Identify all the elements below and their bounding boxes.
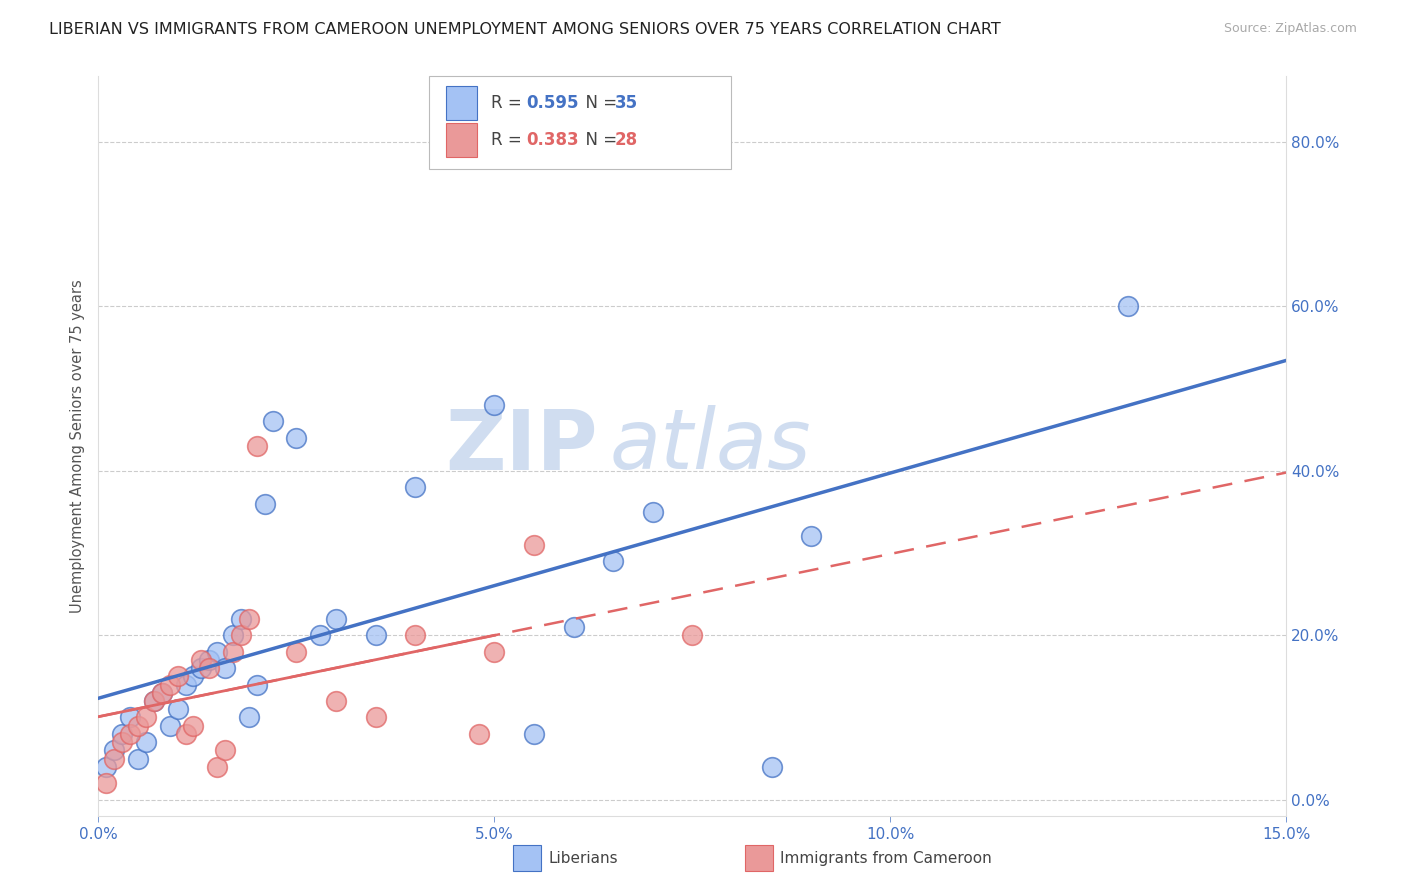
Text: N =: N =: [575, 131, 623, 149]
Point: [562, 620, 585, 634]
Point: [142, 694, 165, 708]
Text: 35: 35: [614, 94, 637, 112]
Point: [364, 710, 387, 724]
Point: [111, 735, 134, 749]
Point: [325, 612, 347, 626]
Point: [309, 628, 332, 642]
Point: [246, 439, 269, 453]
Point: [262, 414, 284, 428]
Point: [103, 751, 125, 765]
Point: [142, 694, 165, 708]
Point: [246, 677, 269, 691]
Y-axis label: Unemployment Among Seniors over 75 years: Unemployment Among Seniors over 75 years: [69, 279, 84, 613]
Point: [183, 669, 205, 683]
Point: [800, 529, 823, 543]
Point: [135, 710, 157, 724]
Text: R =: R =: [491, 94, 527, 112]
Point: [641, 505, 664, 519]
Point: [484, 645, 506, 659]
Point: [159, 677, 181, 691]
Point: [174, 727, 197, 741]
Point: [150, 686, 173, 700]
Text: 0.595: 0.595: [526, 94, 578, 112]
Point: [111, 727, 134, 741]
Point: [523, 538, 546, 552]
Text: atlas: atlas: [609, 406, 811, 486]
Point: [190, 661, 212, 675]
Point: [198, 661, 221, 675]
Point: [222, 645, 245, 659]
Point: [198, 653, 221, 667]
Point: [96, 776, 118, 790]
Text: 0.383: 0.383: [526, 131, 578, 149]
Point: [285, 645, 308, 659]
Point: [135, 735, 157, 749]
Point: [404, 628, 426, 642]
Point: [205, 645, 228, 659]
Point: [159, 719, 181, 733]
Text: ZIP: ZIP: [444, 406, 598, 486]
Point: [120, 710, 142, 724]
Point: [1116, 299, 1139, 313]
Point: [484, 398, 506, 412]
Point: [190, 653, 212, 667]
Point: [205, 760, 228, 774]
Point: [253, 497, 276, 511]
Point: [166, 669, 188, 683]
Point: [229, 612, 252, 626]
Point: [150, 686, 173, 700]
Point: [404, 480, 426, 494]
Text: Source: ZipAtlas.com: Source: ZipAtlas.com: [1223, 22, 1357, 36]
Text: 28: 28: [614, 131, 637, 149]
Point: [127, 751, 149, 765]
Text: N =: N =: [575, 94, 623, 112]
Point: [214, 743, 236, 757]
Point: [325, 694, 347, 708]
Text: Liberians: Liberians: [548, 851, 619, 865]
Point: [214, 661, 236, 675]
Point: [364, 628, 387, 642]
Text: LIBERIAN VS IMMIGRANTS FROM CAMEROON UNEMPLOYMENT AMONG SENIORS OVER 75 YEARS CO: LIBERIAN VS IMMIGRANTS FROM CAMEROON UNE…: [49, 22, 1001, 37]
Point: [166, 702, 188, 716]
Point: [120, 727, 142, 741]
Point: [602, 554, 624, 568]
Point: [174, 677, 197, 691]
Point: [238, 710, 260, 724]
Point: [96, 760, 118, 774]
Point: [285, 431, 308, 445]
Text: R =: R =: [491, 131, 527, 149]
Point: [523, 727, 546, 741]
Point: [183, 719, 205, 733]
Point: [103, 743, 125, 757]
Point: [229, 628, 252, 642]
Point: [761, 760, 783, 774]
Point: [467, 727, 489, 741]
Point: [127, 719, 149, 733]
Point: [222, 628, 245, 642]
Point: [238, 612, 260, 626]
Text: Immigrants from Cameroon: Immigrants from Cameroon: [780, 851, 993, 865]
Point: [681, 628, 703, 642]
